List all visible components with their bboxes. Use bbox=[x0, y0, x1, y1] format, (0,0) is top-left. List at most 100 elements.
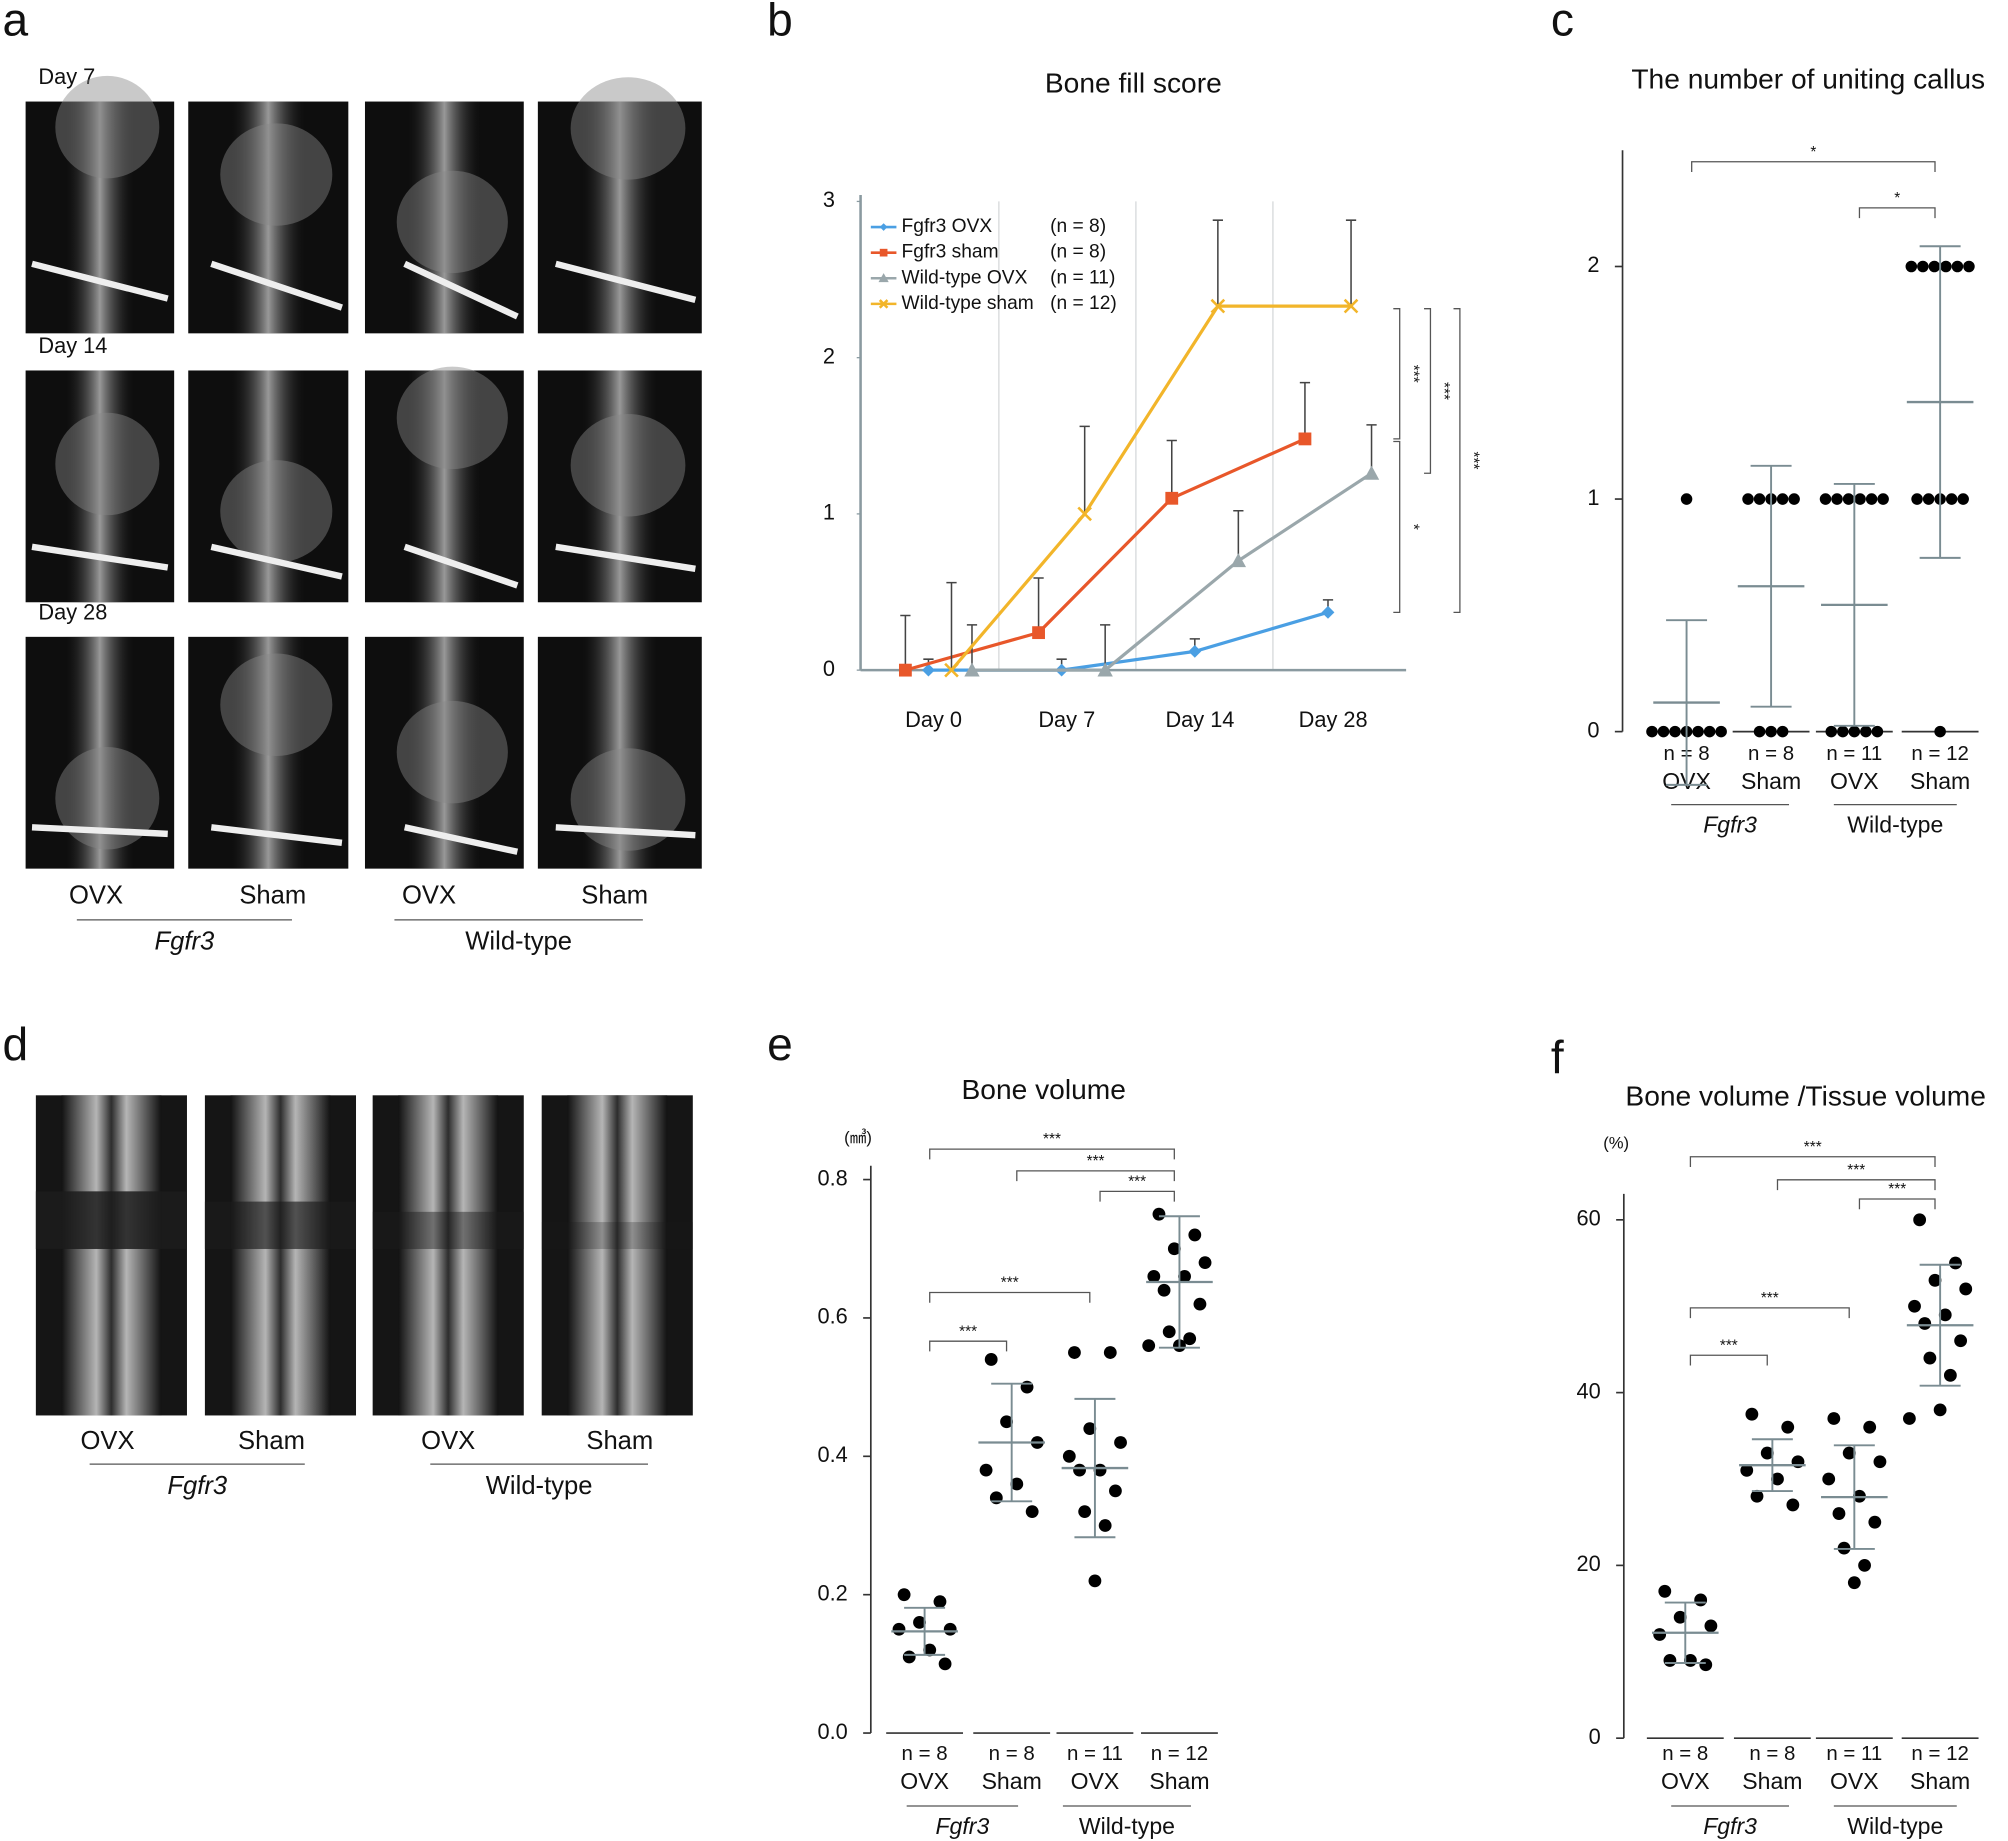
data-point bbox=[1704, 1619, 1718, 1633]
n-label: n = 12 bbox=[1911, 742, 1968, 765]
significance-bracket bbox=[929, 1291, 1091, 1303]
y-tick-label: 20 bbox=[1577, 1551, 1601, 1576]
data-point bbox=[1073, 1463, 1086, 1477]
n-label: n = 8 bbox=[989, 1742, 1035, 1765]
legend-label: Wild-type sham bbox=[902, 293, 1034, 314]
data-point bbox=[1918, 1317, 1932, 1330]
bone-shape bbox=[398, 1095, 499, 1416]
data-point bbox=[1848, 725, 1861, 738]
significance-label: *** bbox=[1435, 382, 1452, 400]
data-point bbox=[1831, 493, 1843, 505]
gap bbox=[541, 1222, 693, 1249]
marker bbox=[944, 662, 959, 678]
data-point bbox=[979, 1463, 993, 1477]
data-point bbox=[989, 1491, 1003, 1505]
gap bbox=[204, 1201, 357, 1249]
data-point bbox=[1657, 725, 1670, 738]
significance-label: *** bbox=[1001, 1275, 1019, 1292]
data-point bbox=[1114, 1436, 1127, 1449]
x-tick-label: Sham bbox=[1910, 1768, 1970, 1794]
significance-label: *** bbox=[1128, 1173, 1146, 1190]
y-tick-label: 3 bbox=[823, 187, 835, 212]
data-point bbox=[984, 1353, 998, 1366]
legend-n: (n = 12) bbox=[1050, 293, 1117, 314]
series-line bbox=[928, 610, 1329, 672]
series-line bbox=[971, 471, 1373, 672]
n-label: n = 11 bbox=[1067, 1742, 1123, 1765]
data-point bbox=[1842, 1446, 1856, 1460]
data-point bbox=[1847, 1576, 1861, 1590]
x-tick-label: OVX bbox=[900, 1768, 949, 1794]
error-bar bbox=[1366, 424, 1377, 474]
legend-n: (n = 8) bbox=[1050, 216, 1106, 237]
significance-label: * bbox=[1894, 190, 1900, 207]
bone-shadow bbox=[578, 101, 661, 334]
data-point bbox=[1078, 1505, 1092, 1519]
unit-label: (㎣) bbox=[844, 1128, 872, 1147]
column-label: Sham bbox=[586, 1427, 653, 1455]
n-label: n = 12 bbox=[1151, 1742, 1208, 1765]
data-point bbox=[1832, 1507, 1846, 1520]
group-label: Fgfr3 bbox=[155, 928, 216, 956]
error-bar bbox=[900, 614, 911, 671]
data-point bbox=[1715, 725, 1727, 738]
y-tick-label: 2 bbox=[1587, 252, 1599, 277]
legend-marker bbox=[878, 299, 889, 309]
significance-label: *** bbox=[1888, 1181, 1906, 1198]
column-label: Sham bbox=[239, 882, 306, 910]
data-point bbox=[1933, 1403, 1947, 1417]
sd-bar bbox=[1074, 1397, 1116, 1539]
bone-shadow bbox=[62, 101, 138, 334]
y-tick-label: 1 bbox=[1587, 485, 1599, 510]
data-point bbox=[1000, 1415, 1013, 1429]
gap bbox=[35, 1191, 187, 1249]
data-point bbox=[1193, 1297, 1207, 1311]
significance-bracket bbox=[1393, 440, 1401, 613]
significance-bracket bbox=[1858, 207, 1936, 219]
data-point bbox=[1957, 493, 1969, 505]
significance-label: * bbox=[1810, 144, 1816, 161]
data-point bbox=[1753, 493, 1766, 505]
x-tick-label: Day 0 bbox=[905, 707, 962, 732]
data-point bbox=[1776, 493, 1789, 505]
data-point bbox=[1162, 1325, 1176, 1339]
data-point bbox=[1669, 725, 1681, 738]
sd-bar bbox=[991, 1382, 1033, 1503]
data-point bbox=[1949, 1256, 1962, 1270]
y-tick-label: 0 bbox=[823, 656, 835, 681]
error-bar bbox=[1233, 510, 1244, 561]
data-point bbox=[1142, 1339, 1156, 1353]
x-tick-label: Sham bbox=[1149, 1768, 1209, 1794]
y-tick-label: 0.4 bbox=[817, 1442, 847, 1467]
pin bbox=[555, 543, 696, 572]
callus bbox=[396, 170, 508, 274]
group-label: Wild-type bbox=[1847, 811, 1943, 837]
group-label: Fgfr3 bbox=[1703, 1813, 1757, 1839]
callus bbox=[570, 77, 686, 180]
data-point bbox=[1868, 1515, 1882, 1529]
pin bbox=[403, 543, 519, 589]
data-point bbox=[892, 1622, 906, 1636]
significance-label: *** bbox=[1087, 1153, 1105, 1170]
data-point bbox=[1905, 260, 1918, 273]
x-tick-label: Sham bbox=[982, 1768, 1042, 1794]
y-tick-label: 0 bbox=[1587, 717, 1599, 742]
data-point bbox=[1837, 725, 1849, 738]
legend-label: Fgfr3 OVX bbox=[902, 216, 993, 237]
column-label: OVX bbox=[69, 882, 123, 910]
pin bbox=[554, 260, 697, 303]
significance-bracket bbox=[929, 1148, 1175, 1160]
data-point bbox=[1653, 1628, 1667, 1641]
data-point bbox=[1911, 493, 1923, 505]
data-point bbox=[1167, 1242, 1181, 1256]
data-point bbox=[1776, 725, 1789, 738]
sd-bar bbox=[1751, 1438, 1793, 1493]
marker bbox=[922, 663, 935, 677]
panel-letter: a bbox=[3, 0, 29, 46]
significance-bracket bbox=[1099, 1190, 1175, 1202]
n-label: n = 11 bbox=[1826, 742, 1882, 765]
data-point bbox=[1742, 493, 1754, 505]
group-label: Wild-type bbox=[1079, 1813, 1175, 1839]
marker bbox=[1321, 605, 1335, 619]
chart-title: Bone volume /Tissue volume bbox=[1625, 1079, 1985, 1111]
